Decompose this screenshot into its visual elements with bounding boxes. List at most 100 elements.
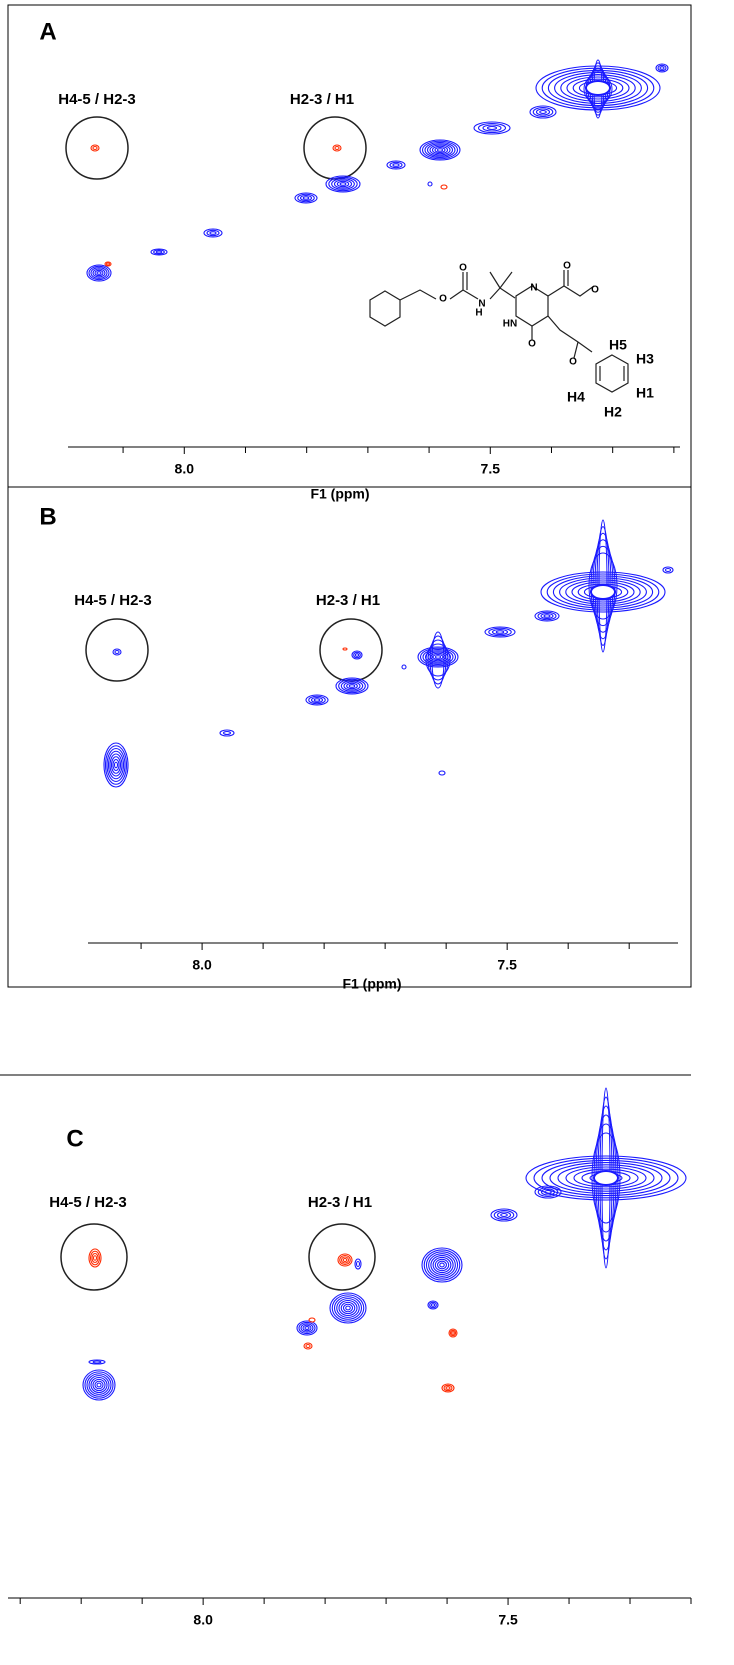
contour-peak: [430, 1255, 454, 1275]
contour-peak: [112, 648, 122, 656]
contour-peak: [591, 1132, 621, 1224]
contour-peak: [421, 1247, 463, 1283]
contour-peak: [389, 161, 403, 169]
structure-label: H3: [636, 351, 654, 367]
contour-peak: [540, 612, 554, 620]
contour-peak: [107, 750, 125, 780]
contour-peak: [106, 747, 126, 783]
contour-peak: [298, 1321, 316, 1335]
contour-peak: [585, 80, 611, 96]
contour-peak: [155, 250, 163, 254]
contour-peak: [659, 66, 665, 70]
contour-peak: [540, 571, 666, 613]
contour-peak: [294, 192, 318, 204]
contour-peak: [304, 1326, 310, 1330]
contour-peak: [339, 1254, 351, 1266]
contour-peak: [386, 160, 406, 170]
contour-peak: [423, 1249, 461, 1281]
structure-label: O: [459, 263, 467, 274]
contour-peak: [336, 1298, 360, 1318]
contour-peak: [565, 579, 641, 605]
contour-peak: [484, 626, 516, 638]
contour-peak: [572, 78, 624, 98]
structure-label: H4: [567, 389, 585, 405]
contour-peak: [331, 178, 355, 190]
contour-peak: [432, 1256, 452, 1274]
contour-peak: [89, 1250, 101, 1266]
contour-peak: [493, 1209, 515, 1221]
structure-label: N: [478, 299, 485, 310]
contour-peak: [429, 144, 451, 156]
contour-peak: [571, 581, 635, 603]
contour-peak: [329, 1292, 367, 1324]
structure-label: H1: [636, 385, 654, 401]
contour-peak: [424, 650, 452, 664]
structure-label: O: [591, 285, 599, 296]
contour-peak: [421, 140, 459, 160]
contour-peak: [566, 76, 630, 100]
peak-annotation: H2-3 / H1: [290, 91, 354, 108]
structure-label: O: [563, 261, 571, 272]
panel-label: C: [66, 1125, 83, 1152]
contour-peak: [342, 647, 348, 651]
contour-peak: [552, 575, 654, 609]
contour-peak: [333, 1296, 363, 1320]
contour-peak: [96, 271, 102, 275]
contour-peak: [340, 680, 364, 692]
contour-peak: [348, 684, 356, 688]
contour-peak: [103, 742, 129, 788]
contour-peak: [336, 180, 350, 188]
annotation-circle: [65, 116, 129, 180]
contour-peak: [203, 228, 223, 238]
contour-peak: [426, 143, 454, 157]
contour-peak: [325, 175, 361, 193]
contour-peak: [296, 1320, 318, 1336]
contour-peak: [424, 141, 456, 159]
contour-peak: [345, 1305, 351, 1311]
contour-peak: [355, 1260, 361, 1268]
contour-peak: [104, 261, 112, 267]
contour-peak: [340, 1301, 356, 1315]
contour-peak: [429, 1301, 437, 1309]
contour-peak: [473, 121, 511, 135]
contour-peak: [486, 125, 498, 131]
contour-peak: [310, 696, 324, 704]
x-tick-label: 7.5: [481, 461, 501, 477]
contour-peak: [482, 124, 502, 132]
contour-peak: [419, 139, 461, 161]
contour-peak: [532, 106, 554, 118]
contour-peak: [590, 584, 616, 600]
contour-peak: [209, 231, 217, 235]
peak-annotation: H4-5 / H2-3: [74, 592, 152, 609]
contour-peak: [449, 1329, 457, 1337]
x-tick-label: 8.0: [175, 461, 195, 477]
contour-peak: [338, 678, 366, 694]
contour-peak: [491, 628, 509, 636]
contour-peak: [662, 566, 674, 574]
contour-peak: [539, 109, 547, 115]
contour-peak: [534, 610, 560, 622]
contour-peak: [419, 647, 457, 667]
contour-peak: [592, 539, 614, 633]
contour-peak: [445, 1386, 451, 1390]
contour-peak: [308, 1317, 316, 1323]
contour-peak: [90, 1376, 108, 1394]
contour-peak: [105, 262, 111, 266]
contour-peak: [590, 545, 616, 627]
contour-peak: [541, 1159, 671, 1197]
contour-peak: [588, 552, 618, 620]
contour-peak: [434, 655, 442, 659]
contour-peak: [90, 267, 108, 279]
contour-peak: [543, 614, 551, 618]
contour-peak: [440, 184, 448, 190]
contour-peak: [583, 74, 613, 104]
contour-peak: [392, 163, 400, 167]
contour-peak: [354, 653, 360, 657]
contour-peak: [299, 194, 313, 202]
structure-label: O: [439, 294, 447, 305]
contour-peak: [86, 264, 112, 282]
contour-peak: [335, 677, 369, 695]
contour-peak: [451, 1331, 455, 1335]
contour-peak: [305, 1343, 311, 1349]
contour-peak: [92, 1378, 106, 1392]
